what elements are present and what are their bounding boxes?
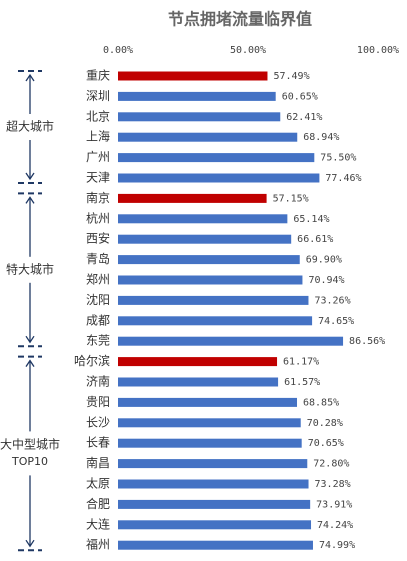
value-label: 57.15% (273, 193, 309, 204)
category-label: 南京 (86, 190, 110, 205)
bar (118, 479, 309, 489)
category-label: 广州 (86, 150, 110, 164)
category-label: 南昌 (86, 455, 110, 470)
category-label: 济南 (86, 374, 110, 389)
arrow-head (25, 172, 35, 181)
bar (118, 418, 301, 428)
bar (118, 91, 276, 101)
category-label: 东莞 (86, 334, 110, 348)
bar (118, 459, 308, 469)
category-label: 北京 (86, 109, 110, 123)
bar (118, 377, 279, 387)
bar (118, 275, 303, 285)
bar (118, 316, 313, 326)
value-label: 65.14% (293, 214, 329, 225)
arrow-head (25, 539, 35, 548)
value-label: 72.80% (313, 459, 349, 470)
category-label: 成都 (86, 313, 110, 327)
bar (118, 214, 288, 224)
value-label: 86.56% (349, 336, 385, 347)
bar (118, 357, 278, 367)
bar (118, 132, 298, 142)
category-label: 西安 (86, 231, 110, 246)
value-label: 75.50% (320, 153, 356, 164)
value-label: 68.85% (303, 397, 339, 408)
value-label: 61.57% (284, 377, 320, 388)
category-label: 长沙 (86, 415, 110, 429)
value-label: 61.17% (283, 357, 319, 368)
arrow-head (25, 359, 35, 367)
bar (118, 438, 302, 448)
bar (118, 153, 315, 163)
bar (118, 173, 320, 183)
x-tick-label: 50.00% (230, 45, 266, 56)
arrow-head (25, 335, 35, 344)
value-label: 69.90% (306, 255, 342, 266)
value-label: 74.99% (319, 540, 355, 551)
value-label: 74.24% (317, 520, 353, 531)
x-tick-label: 0.00% (103, 45, 133, 56)
bar (118, 336, 344, 346)
group-label: 特大城市 (6, 261, 54, 276)
bar (118, 255, 300, 265)
bar (118, 499, 311, 509)
category-label: 青岛 (86, 251, 110, 266)
category-label: 贵阳 (86, 395, 110, 409)
value-label: 62.41% (286, 112, 322, 123)
category-label: 合肥 (86, 496, 110, 511)
bar (118, 112, 281, 122)
x-tick-label: 100.00% (357, 45, 399, 56)
category-label: 郑州 (86, 272, 110, 287)
value-label: 66.61% (297, 234, 333, 245)
value-label: 68.94% (303, 132, 339, 143)
bar (118, 234, 292, 244)
category-label: 长春 (86, 436, 110, 450)
bar (118, 540, 313, 550)
category-label: 沈阳 (86, 292, 110, 307)
category-label: 大连 (86, 516, 110, 531)
value-label: 70.28% (307, 418, 343, 429)
value-label: 74.65% (318, 316, 354, 327)
bar (118, 71, 268, 81)
value-label: 77.46% (325, 173, 361, 184)
value-label: 70.94% (308, 275, 344, 286)
category-label: 福州 (86, 537, 110, 552)
value-label: 57.49% (273, 71, 309, 82)
category-label: 上海 (86, 129, 110, 144)
category-label: 深圳 (86, 89, 110, 103)
group-label: 超大城市 (6, 119, 54, 134)
group-label: TOP10 (11, 455, 48, 468)
value-label: 73.26% (314, 295, 350, 306)
category-label: 重庆 (86, 69, 110, 83)
category-label: 太原 (86, 476, 110, 491)
category-label: 天津 (86, 171, 110, 185)
category-label: 杭州 (86, 210, 110, 225)
bar (118, 397, 298, 407)
value-label: 70.65% (308, 438, 344, 449)
group-label: 大中型城市 (0, 436, 60, 451)
value-label: 73.28% (315, 479, 351, 490)
bar (118, 520, 312, 530)
category-label: 哈尔滨 (74, 353, 110, 368)
arrow-head (25, 196, 35, 204)
arrow-head (25, 73, 35, 82)
bar (118, 295, 309, 305)
bar (118, 193, 267, 203)
chart-title: 节点拥堵流量临界值 (168, 10, 312, 29)
value-label: 73.91% (316, 499, 352, 510)
value-label: 60.65% (282, 91, 318, 102)
